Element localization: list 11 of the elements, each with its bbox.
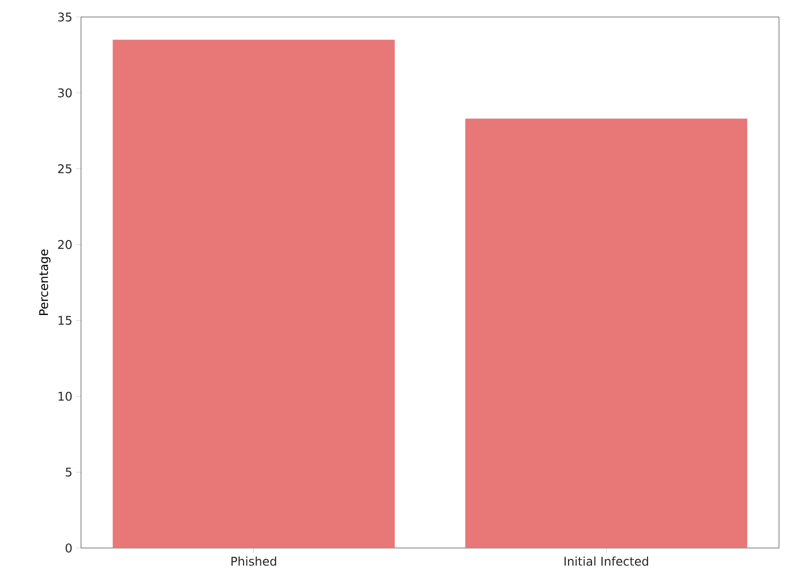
y-tick-label: 10 bbox=[58, 392, 72, 401]
y-tick-label: 15 bbox=[58, 316, 72, 325]
y-tick-label: 20 bbox=[58, 240, 72, 250]
y-tick-label: 35 bbox=[58, 12, 72, 22]
y-tick-label: 25 bbox=[58, 164, 72, 174]
y-tick-label: 30 bbox=[58, 88, 72, 98]
y-axis-title: Percentage bbox=[39, 250, 50, 315]
y-tick-label: 0 bbox=[66, 543, 72, 553]
y-tick-label: 5 bbox=[66, 468, 72, 477]
x-tick-label: Phished bbox=[231, 556, 276, 566]
x-tick-label: Initial Infected bbox=[564, 556, 648, 566]
